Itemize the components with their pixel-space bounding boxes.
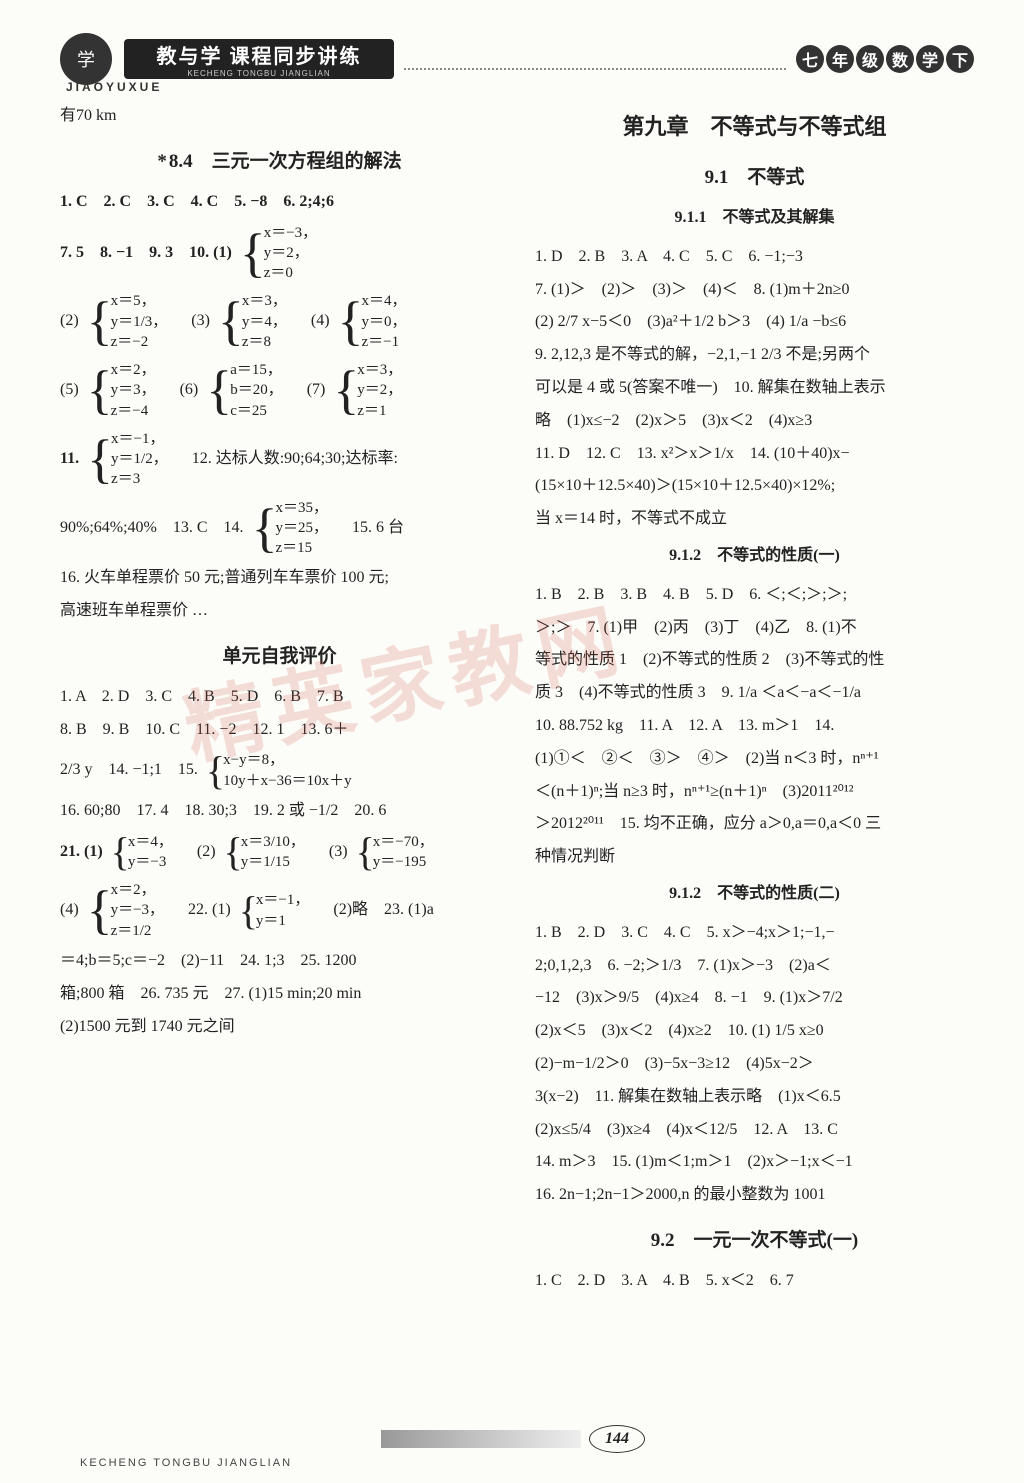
answers-row: 9. 2,12,3 是不等式的解，−2,1,−1 2/3 不是;另两个 (535, 339, 974, 372)
answers-row: 1. D 2. B 3. A 4. C 5. C 6. −1;−3 (535, 241, 974, 274)
page-number: 144 (589, 1425, 645, 1453)
grade-char: 年 (826, 45, 854, 73)
page-number-wrap: 144 (60, 1425, 974, 1453)
grade-char: 学 (916, 45, 944, 73)
answers-row: (1)①＜ ②＜ ③＞ ④＞ (2)当 n＜3 时，nⁿ⁺¹ (535, 743, 974, 776)
equation-system: { x＝3/10， y＝1/15 (224, 830, 305, 875)
equation-system: { x＝2， y＝3， z＝−4 (87, 358, 156, 423)
grade-char: 级 (856, 45, 884, 73)
equation-system: { x＝4， y＝0， z＝−1 (338, 289, 407, 354)
answers-row: (2)−m−1/2＞0 (3)−5x−3≥12 (4)5x−2＞ (535, 1048, 974, 1081)
page-container: 学 JIAOYUXUE 教与学 课程同步讲练 KECHENG TONGBU JI… (0, 0, 1024, 1483)
answers-row: 质 3 (4)不等式的性质 3 9. 1/a ＜a＜−a＜−1/a (535, 677, 974, 710)
answers-row: (2)1500 元到 1740 元之间 (60, 1011, 499, 1044)
answers-row: 7. (1)＞ (2)＞ (3)＞ (4)＜ 8. (1)m＋2n≥0 (535, 274, 974, 307)
header-dots (404, 68, 786, 70)
equation-system: { x＝3， y＝4， z＝8 (218, 289, 287, 354)
subsection-9-1-2a-title: 9.1.2 不等式的性质(一) (535, 540, 974, 573)
grade-char: 数 (886, 45, 914, 73)
answers-row: ＞2012²⁰¹¹ 15. 均不正确，应分 a＞0,a＝0,a＜0 三 (535, 808, 974, 841)
footer-gradient-bar (381, 1430, 581, 1448)
subsection-9-1-2b-title: 9.1.2 不等式的性质(二) (535, 878, 974, 911)
answers-row: 16. 60;80 17. 4 18. 30;3 19. 2 或 −1/2 20… (60, 795, 499, 828)
equation-system: { x＝−3， y＝2， z＝0 (240, 221, 317, 286)
equation-system: { x＝4， y＝−3 (111, 830, 173, 875)
answers-row: ＞;＞ 7. (1)甲 (2)丙 (3)丁 (4)乙 8. (1)不 (535, 612, 974, 645)
answers-row: 11. D 12. C 13. x²＞x＞1/x 14. (10＋40)x− (535, 438, 974, 471)
answers-row: 略 (1)x≤−2 (2)x＞5 (3)x＜2 (4)x≥3 (535, 405, 974, 438)
logo-pinyin: JIAOYUXUE (66, 80, 162, 94)
section-8-4-title: 8.4 三元一次方程组的解法 (60, 143, 499, 182)
section-9-2-title: 9.2 一元一次不等式(一) (535, 1222, 974, 1261)
answers-row: 1. B 2. B 3. B 4. B 5. D 6. ＜;＜;＞;＞; (535, 579, 974, 612)
answers-row: 1. A 2. D 3. C 4. B 5. D 6. B 7. B (60, 681, 499, 714)
answers-row: (2)x＜5 (3)x＜2 (4)x≥2 10. (1) 1/5 x≥0 (535, 1015, 974, 1048)
equation-system: { x＝−1， y＝1 (239, 888, 310, 933)
equation-system: { x＝−70， y＝−195 (356, 830, 434, 875)
answers-row: 当 x＝14 时，不等式不成立 (535, 503, 974, 536)
equation-system: { x−y＝8， 10y＋x−36＝10x＋y (206, 748, 352, 793)
answers-row: (2) { x＝5， y＝1/3， z＝−2 (3) { x＝3， y＝4， z… (60, 287, 499, 356)
equation-system: { x＝2， y＝−3， z＝1/2 (87, 878, 164, 943)
answers-row: 21. (1) { x＝4， y＝−3 (2) { x＝3/10， y＝1/15… (60, 828, 499, 877)
answers-row: 可以是 4 或 5(答案不唯一) 10. 解集在数轴上表示 (535, 372, 974, 405)
answers-row: 16. 2n−1;2n−1＞2000,n 的最小整数为 1001 (535, 1179, 974, 1212)
grade-char: 下 (946, 45, 974, 73)
carryover-text: 有70 km (60, 100, 499, 133)
equation-system: { x＝−1， y＝1/2， z＝3 (87, 427, 168, 492)
left-column: 有70 km 8.4 三元一次方程组的解法 1. C 2. C 3. C 4. … (60, 100, 499, 1298)
answers-row: (2)x≤5/4 (3)x≥4 (4)x＜12/5 12. A 13. C (535, 1114, 974, 1147)
equation-system: { a＝15， b＝20， c＝25 (206, 358, 282, 423)
answers-row: 1. B 2. D 3. C 4. C 5. x＞−4;x＞1;−1,− (535, 917, 974, 950)
answers-row: (4) { x＝2， y＝−3， z＝1/2 22. (1) { x＝−1， y… (60, 876, 499, 945)
answers-row: −12 (3)x＞9/5 (4)x≥4 8. −1 9. (1)x＞7/2 (535, 982, 974, 1015)
grade-char: 七 (796, 45, 824, 73)
banner-title-py: KECHENG TONGBU JIANGLIAN (187, 69, 330, 78)
answers-row: 14. m＞3 15. (1)m＜1;m＞1 (2)x＞−1;x＜−1 (535, 1146, 974, 1179)
grade-badge: 七 年 级 数 学 下 (796, 45, 974, 73)
answers-row: (5) { x＝2， y＝3， z＝−4 (6) { a＝15， b＝20， c… (60, 356, 499, 425)
subsection-9-1-1-title: 9.1.1 不等式及其解集 (535, 202, 974, 235)
footer-pinyin: KECHENG TONGBU JIANGLIAN (80, 1457, 292, 1469)
answers-row: 箱;800 箱 26. 735 元 27. (1)15 min;20 min (60, 978, 499, 1011)
answers-row: (2) 2/7 x−5＜0 (3)a²＋1/2 b＞3 (4) 1/a −b≤6 (535, 306, 974, 339)
answers-row: (15×10＋12.5×40)＞(15×10＋12.5×40)×12%; (535, 470, 974, 503)
answers-row: ＝4;b＝5;c＝−2 (2)−11 24. 1;3 25. 1200 (60, 945, 499, 978)
answers-row: 2;0,1,2,3 6. −2;＞1/3 7. (1)x＞−3 (2)a＜ (535, 950, 974, 983)
section-9-1-title: 9.1 不等式 (535, 159, 974, 198)
answers-row: 8. B 9. B 10. C 11. −2 12. 1 13. 6＋ (60, 714, 499, 747)
banner-title-cn: 教与学 课程同步讲练 (157, 40, 362, 69)
answers-row: 1. C 2. C 3. C 4. C 5. −8 6. 2;4;6 (60, 186, 499, 219)
answers-row: 90%;64%;40% 13. C 14. { x＝35， y＝25， z＝15… (60, 494, 499, 563)
answers-row: 种情况判断 (535, 841, 974, 874)
answers-row: 等式的性质 1 (2)不等式的性质 2 (3)不等式的性 (535, 644, 974, 677)
equation-system: { x＝5， y＝1/3， z＝−2 (87, 289, 168, 354)
logo-text: 学 (77, 46, 95, 72)
answers-row: 7. 5 8. −1 9. 3 10. (1) { x＝−3， y＝2， z＝0 (60, 219, 499, 288)
page-footer: 144 KECHENG TONGBU JIANGLIAN (60, 1425, 974, 1469)
header-banner: 教与学 课程同步讲练 KECHENG TONGBU JIANGLIAN (124, 39, 394, 79)
answers-row: 高速班车单程票价 … (60, 595, 499, 628)
unit-eval-title: 单元自我评价 (60, 638, 499, 677)
page-header: 学 JIAOYUXUE 教与学 课程同步讲练 KECHENG TONGBU JI… (60, 30, 974, 88)
equation-system: { x＝3， y＝2， z＝1 (333, 358, 402, 423)
answers-row: 10. 88.752 kg 11. A 12. A 13. m＞1 14. (535, 710, 974, 743)
chapter-9-title: 第九章 不等式与不等式组 (535, 104, 974, 149)
right-column: 第九章 不等式与不等式组 9.1 不等式 9.1.1 不等式及其解集 1. D … (535, 100, 974, 1298)
answers-row: 2/3 y 14. −1;1 15. { x−y＝8， 10y＋x−36＝10x… (60, 746, 499, 795)
logo-badge: 学 (60, 33, 112, 85)
answers-row: 11. { x＝−1， y＝1/2， z＝3 12. 达标人数:90;64;30… (60, 425, 499, 494)
answers-row: 1. C 2. D 3. A 4. B 5. x＜2 6. 7 (535, 1265, 974, 1298)
content-columns: 有70 km 8.4 三元一次方程组的解法 1. C 2. C 3. C 4. … (60, 100, 974, 1298)
equation-system: { x＝35， y＝25， z＝15 (252, 496, 328, 561)
answers-row: 16. 火车单程票价 50 元;普通列车车票价 100 元; (60, 562, 499, 595)
answers-row: 3(x−2) 11. 解集在数轴上表示略 (1)x＜6.5 (535, 1081, 974, 1114)
answers-row: ＜(n＋1)ⁿ;当 n≥3 时，nⁿ⁺¹≥(n＋1)ⁿ (3)2011²⁰¹² (535, 776, 974, 809)
